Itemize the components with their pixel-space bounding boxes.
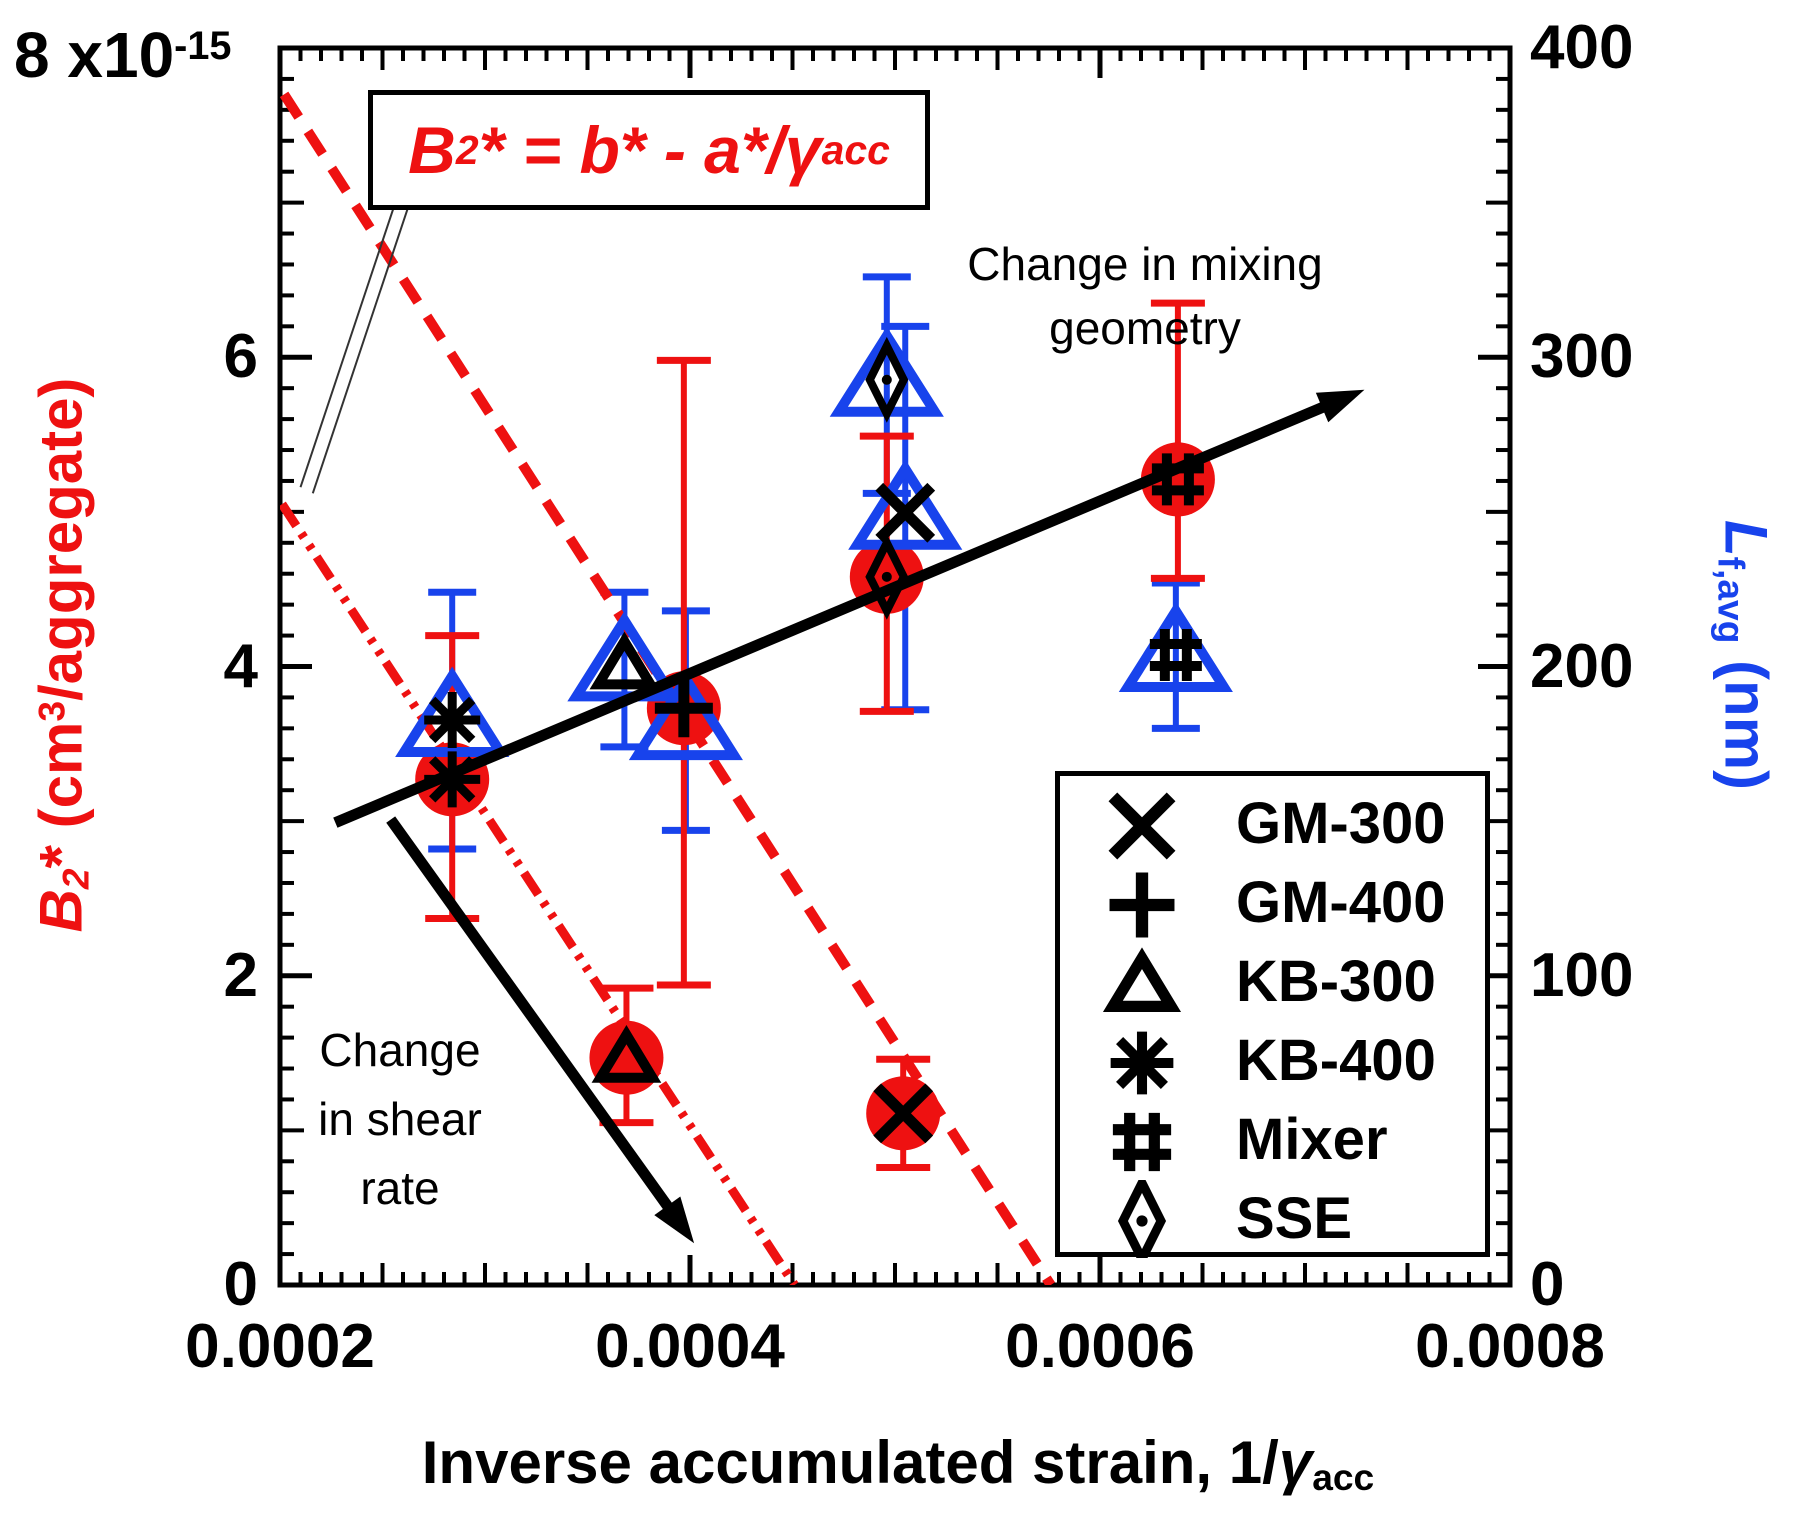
legend-Mixer-glyph [1112, 1112, 1172, 1171]
legend-item-SSE: SSE [1060, 1179, 1485, 1258]
y-left-scale-label: 8 x10-15 [14, 19, 232, 91]
x-tick-0.0008: 0.0008 [1415, 1312, 1605, 1381]
annotation-mixing-line: geometry [1049, 302, 1241, 354]
equation-box: B 2 * = b* - a*/γ acc [368, 90, 930, 210]
shear-rate-arrow [386, 816, 695, 1244]
annotation-shear-line: Change [319, 1024, 481, 1076]
asterisk-8-icon [1086, 1022, 1198, 1100]
sample-glyphs [424, 336, 1204, 1144]
marker-triangle-GM-300 [848, 459, 963, 550]
marker-triangle-GM-400 [628, 669, 743, 761]
KB-400-glyph [424, 751, 481, 808]
legend-item-KB-400: KB-400 [1060, 1021, 1485, 1100]
GM-300-glyph [873, 1083, 934, 1144]
y-right-axis-title: Lf,avg (nm) [1710, 519, 1780, 791]
KB-400-glyph [424, 691, 481, 748]
GM-300-glyph [875, 482, 936, 543]
legend-label: Mixer [1236, 1107, 1388, 1172]
x-axis-title: Inverse accumulated strain, 1/γacc [421, 1429, 1375, 1498]
plus-icon [1086, 864, 1198, 942]
KB-300-glyph [591, 1025, 662, 1083]
fit-line-lower-fit [280, 501, 799, 1285]
legend-SSE-glyph [1117, 1179, 1167, 1258]
Mixer-glyph [1149, 629, 1202, 682]
legend-item-GM-300: GM-300 [1060, 784, 1485, 863]
annotation-mixing-line: Change in mixing [967, 238, 1323, 290]
x-tick-0.0002: 0.0002 [185, 1312, 375, 1381]
legend-label: GM-400 [1236, 870, 1446, 935]
SSE-glyph [865, 336, 909, 423]
x-tick-0.0006: 0.0006 [1005, 1312, 1195, 1381]
error-bar-Mixer-B2_star [1150, 299, 1205, 582]
y-left-tick-4: 4 [223, 631, 258, 701]
y-right-tick-200: 200 [1530, 631, 1634, 701]
legend-GM-400-glyph [1109, 872, 1175, 937]
plot-frame [277, 45, 1513, 1288]
y-right-tick-100: 100 [1530, 940, 1634, 1010]
SSE-glyph [865, 533, 909, 620]
diamond-dot-icon [1086, 1179, 1198, 1258]
legend-KB-300-glyph [1102, 946, 1182, 1012]
y-left-tick-2: 2 [223, 940, 258, 1010]
legend-GM-300-glyph [1108, 792, 1176, 859]
y-right-tick-0: 0 [1530, 1250, 1565, 1319]
x-tick-0.0004: 0.0004 [595, 1312, 785, 1381]
legend-label: SSE [1236, 1186, 1353, 1251]
hash-icon [1086, 1101, 1198, 1179]
KB-300-glyph [589, 631, 660, 690]
x-mark-icon [1086, 785, 1198, 863]
legend-label: KB-400 [1236, 1028, 1436, 1093]
Mixer-glyph [1151, 453, 1204, 506]
triangle-open-icon [1086, 943, 1198, 1021]
legend-item-KB-300: KB-300 [1060, 942, 1485, 1021]
legend-item-Mixer: Mixer [1060, 1100, 1485, 1179]
equation-callout-line-0 [299, 203, 396, 488]
annotation-shear-line: rate [360, 1162, 440, 1214]
y-left-tick-0: 0 [223, 1250, 258, 1319]
y-right-tick-400: 400 [1530, 13, 1634, 82]
legend-item-GM-400: GM-400 [1060, 863, 1485, 942]
GM-400-glyph [654, 679, 713, 738]
legend-box: GM-300 GM-400 KB-300 KB-400 Mixer SSE [1055, 771, 1490, 1258]
y-right-tick-300: 300 [1530, 322, 1634, 392]
annotation-change-in-mixing-geometry: Change in mixing geometry [967, 232, 1322, 360]
legend-KB-400-glyph [1110, 1031, 1174, 1094]
legend-label: GM-300 [1236, 791, 1446, 856]
equation-callout-line-1 [311, 203, 411, 494]
mixing-geometry-arrow [333, 389, 1365, 828]
legend-label: KB-300 [1236, 949, 1436, 1014]
annotation-shear-line: in shear [318, 1093, 482, 1145]
annotation-change-in-shear-rate: Change in shear rate [318, 1016, 482, 1223]
y-left-axis-title: B2* (cm3/aggregate) [27, 377, 97, 933]
y-left-tick-6: 6 [223, 322, 258, 392]
